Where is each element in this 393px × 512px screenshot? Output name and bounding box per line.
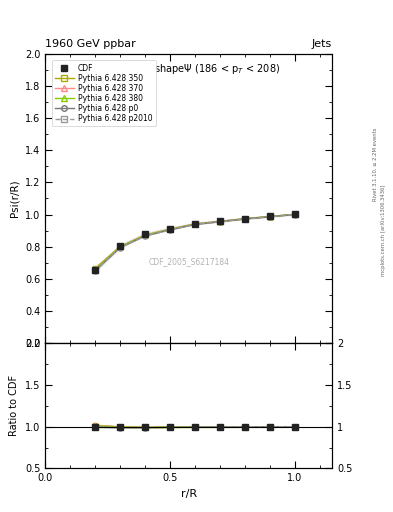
Text: Integral jet shapeΨ (186 < p$_T$ < 208): Integral jet shapeΨ (186 < p$_T$ < 208) [97,62,280,76]
Y-axis label: Ratio to CDF: Ratio to CDF [9,375,19,436]
Text: Rivet 3.1.10, ≥ 2.2M events: Rivet 3.1.10, ≥ 2.2M events [373,127,378,201]
Text: Jets: Jets [312,38,332,49]
Text: mcplots.cern.ch [arXiv:1306.3436]: mcplots.cern.ch [arXiv:1306.3436] [381,185,386,276]
Y-axis label: Psi(r/R): Psi(r/R) [9,180,19,217]
Text: CDF_2005_S6217184: CDF_2005_S6217184 [148,258,229,267]
Text: 1960 GeV ppbar: 1960 GeV ppbar [45,38,136,49]
X-axis label: r/R: r/R [180,489,197,499]
Legend: CDF, Pythia 6.428 350, Pythia 6.428 370, Pythia 6.428 380, Pythia 6.428 p0, Pyth: CDF, Pythia 6.428 350, Pythia 6.428 370,… [52,60,156,126]
